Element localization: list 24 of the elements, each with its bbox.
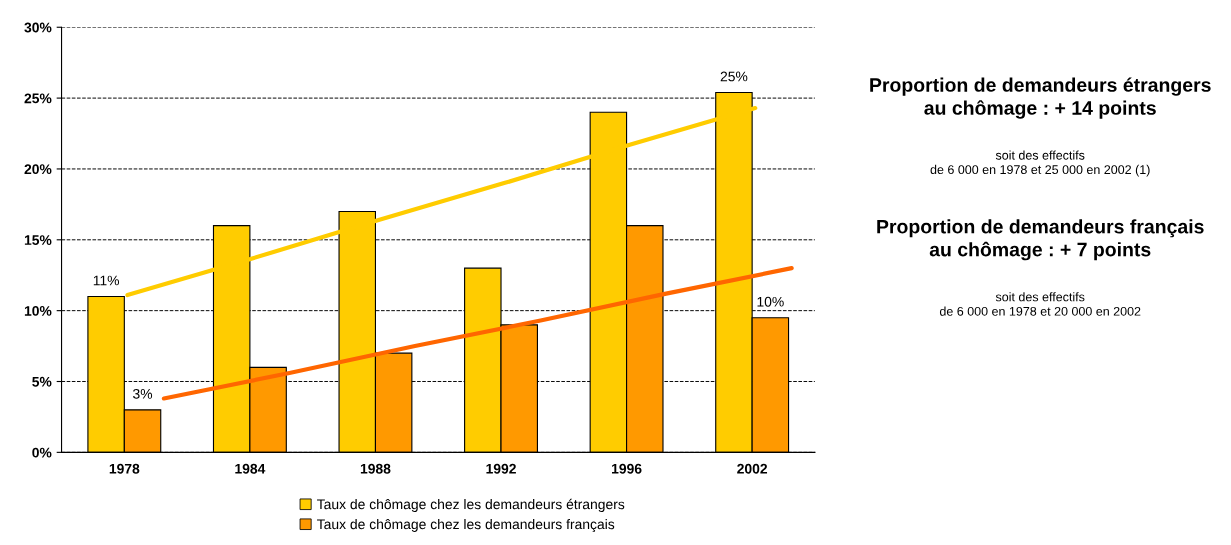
- y-tick-label: 20%: [24, 164, 52, 175]
- data-label: 3%: [133, 388, 153, 399]
- x-tick-label: 1984: [235, 463, 266, 474]
- x-tick-label: 1996: [612, 463, 642, 474]
- data-label: 10%: [757, 296, 784, 307]
- y-tick-label: 5%: [32, 376, 52, 387]
- x-tick-label: 1978: [109, 463, 140, 474]
- y-tick-label: 15%: [24, 235, 52, 245]
- text: Proportion de demandeurs français au chômage : + 7 points: [877, 219, 1204, 261]
- data-label: 25%: [720, 71, 748, 82]
- legend-label: Taux de chômage chez les demandeurs français: [317, 518, 615, 532]
- line-series: [161, 266, 794, 401]
- text: soit des effectifs de 6 000 en 1978 et 20 000 en 2002: [939, 292, 1141, 316]
- y-tick-label: 0%: [32, 447, 52, 458]
- x-tick-label: 2002: [737, 463, 768, 474]
- y-tick-label: 25%: [24, 93, 52, 104]
- text: Proportion de demandeurs étrangers au chômage : + 14 points: [870, 77, 1211, 119]
- x-tick-label: 1988: [360, 463, 391, 474]
- x-tick-label: 1992: [486, 463, 516, 474]
- legend-label: Taux de chômage chez les demandeurs étrangers: [317, 498, 625, 512]
- data-label: 11%: [93, 275, 120, 286]
- text: soit des effectifs de 6 000 en 1978 et 25 000 en 2002 (1): [930, 150, 1150, 177]
- y-tick-label: 10%: [24, 305, 52, 316]
- y-tick-label: 30%: [24, 22, 52, 33]
